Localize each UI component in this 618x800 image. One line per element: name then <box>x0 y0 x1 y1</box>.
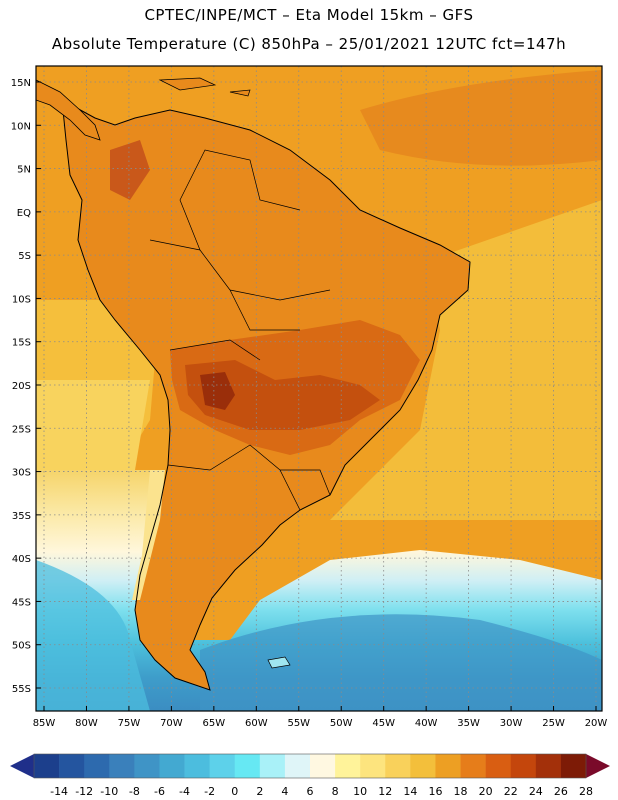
legend-label: 28 <box>579 785 593 798</box>
legend-low-end-arrow <box>10 754 34 778</box>
chart-title-line-1: CPTEC/INPE/MCT – Eta Model 15km – GFS <box>144 6 474 24</box>
caribbean-islands <box>158 77 251 97</box>
legend-swatch <box>259 754 286 778</box>
lon-label: 30W <box>500 718 523 729</box>
legend-label: -4 <box>179 785 190 798</box>
legend-label: 16 <box>428 785 442 798</box>
legend-label: 24 <box>529 785 543 798</box>
lon-label: 70W <box>160 718 183 729</box>
lat-label: 5S <box>18 251 31 262</box>
legend-label: 14 <box>403 785 417 798</box>
legend-label: -12 <box>75 785 93 798</box>
legend-label: -2 <box>204 785 215 798</box>
legend-swatch <box>360 754 386 778</box>
legend-label: 18 <box>454 785 468 798</box>
lon-label: 55W <box>287 718 310 729</box>
andes-north-hot <box>110 140 150 200</box>
hotter-interior <box>185 360 380 430</box>
lat-label: 25S <box>12 424 31 435</box>
lon-label: 65W <box>203 718 226 729</box>
legend-swatch <box>485 754 512 778</box>
lat-label: 45S <box>12 597 31 608</box>
legend-label: 12 <box>378 785 392 798</box>
map-frame <box>35 65 603 712</box>
atlantic-band <box>330 200 602 520</box>
lat-label: 40S <box>12 554 31 565</box>
legend-swatch <box>134 754 160 778</box>
legend-label: 2 <box>256 785 263 798</box>
lon-label: 50W <box>330 718 353 729</box>
lat-label: 5N <box>17 165 31 176</box>
andes-south-cool <box>132 470 165 600</box>
legend-swatch <box>284 754 311 778</box>
legend-swatch <box>159 754 185 778</box>
lat-label: 10S <box>12 294 31 305</box>
legend-swatch <box>310 754 336 778</box>
legend-swatch <box>385 754 411 778</box>
central-america <box>36 79 101 141</box>
lon-label: 80W <box>75 718 98 729</box>
legend-label: 26 <box>554 785 568 798</box>
legend-label: -10 <box>100 785 118 798</box>
lon-label: 60W <box>245 718 268 729</box>
legend-swatch <box>335 754 361 778</box>
lon-label: 40W <box>415 718 438 729</box>
coastline <box>61 99 471 691</box>
lat-label: 15N <box>11 78 31 89</box>
falkland-islands <box>267 656 291 669</box>
lat-label: 20S <box>12 381 31 392</box>
hottest-core <box>200 372 235 410</box>
legend-swatch <box>435 754 461 778</box>
map-field <box>36 66 602 711</box>
lat-label: 30S <box>12 468 31 479</box>
legend-label: 20 <box>479 785 493 798</box>
north-atlantic-warm <box>360 70 602 166</box>
legend-swatch <box>560 754 587 778</box>
cold-pacific <box>36 560 150 711</box>
lon-label: 35W <box>457 718 480 729</box>
legend-label: 4 <box>281 785 288 798</box>
axis-ticks <box>36 81 597 711</box>
legend-label: 0 <box>231 785 238 798</box>
legend-label: 10 <box>353 785 367 798</box>
lon-label: 20W <box>585 718 608 729</box>
lon-label: 75W <box>118 718 141 729</box>
legend-label: -14 <box>50 785 68 798</box>
legend-swatch <box>109 754 135 778</box>
cold-southwest-atlantic <box>200 614 602 711</box>
lon-label: 25W <box>542 718 565 729</box>
legend-swatch <box>184 754 210 778</box>
legend-label: 6 <box>307 785 314 798</box>
legend-label: 8 <box>332 785 339 798</box>
legend-swatch <box>84 754 110 778</box>
legend-label: -8 <box>129 785 140 798</box>
legend-swatch <box>234 754 261 778</box>
legend-swatch <box>34 754 60 778</box>
legend-swatch <box>209 754 236 778</box>
legend-swatch <box>59 754 85 778</box>
legend-swatch <box>410 754 436 778</box>
country-borders <box>149 149 331 511</box>
lon-label: 45W <box>372 718 395 729</box>
lon-label: 85W <box>33 718 56 729</box>
lat-label: 35S <box>12 511 31 522</box>
color-legend: -14 -12 -10 -8 -6 -4 -2 0 2 4 6 8 10 12 14 16 18 20 22 24 26… <box>10 753 610 798</box>
lat-label: 50S <box>12 641 31 652</box>
legend-label: -6 <box>154 785 165 798</box>
lat-label: 15S <box>12 338 31 349</box>
lat-label: 10N <box>11 121 31 132</box>
legend-label: 22 <box>504 785 518 798</box>
lat-label: 55S <box>12 684 31 695</box>
legend-high-end-arrow <box>586 754 610 778</box>
lat-label: EQ <box>17 208 31 219</box>
legend-swatch <box>535 754 562 778</box>
longitude-labels: 85W 80W 75W 70W 65W 60W 55W 50W 45W 40W 35W 30W 25W 2… <box>33 718 608 729</box>
latitude-labels: 15N 10N 5N EQ 5S 10S 15S 20S 25S 30S 35S 40S 45S 50S 5… <box>11 78 31 695</box>
chart-title-line-2: Absolute Temperature (C) 850hPa – 25/01/… <box>51 35 567 53</box>
legend-swatch <box>510 754 537 778</box>
legend-swatch <box>460 754 486 778</box>
